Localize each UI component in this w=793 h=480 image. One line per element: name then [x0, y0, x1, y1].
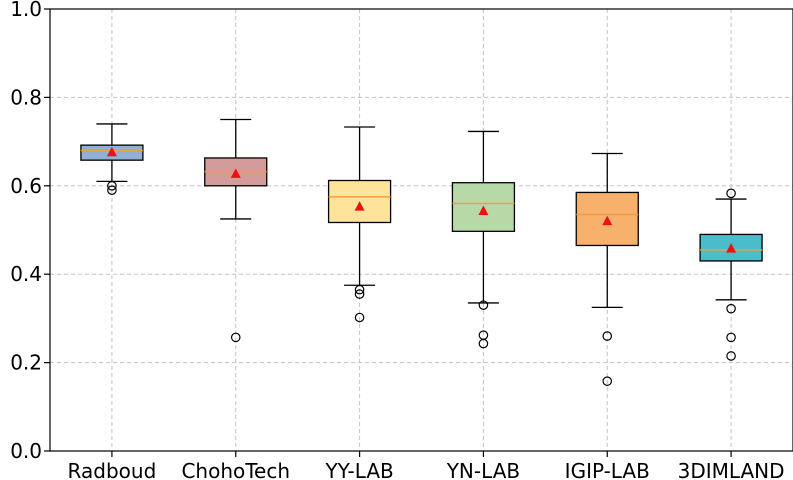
x-tick-label: IGIP-LAB — [565, 459, 650, 480]
y-tick-label: 0.2 — [10, 351, 42, 375]
plot-area-frame — [49, 8, 793, 452]
axis-ticks-layer: 0.0 0.2 0.4 0.6 0.8 1.0 Radboud ChohoTech YY-LAB… — [10, 0, 784, 480]
x-tick-label: YY-LAB — [324, 459, 393, 480]
box-chohotech — [204, 118, 268, 343]
mean-marker — [602, 215, 613, 226]
outlier-point — [726, 351, 736, 361]
outlier-point — [354, 284, 365, 295]
outlier-point — [478, 338, 489, 349]
outlier-point — [354, 289, 365, 299]
mean-marker — [230, 168, 241, 178]
mean-marker — [106, 146, 117, 157]
grid-lines — [50, 8, 793, 452]
x-tick-label: 3DIMLAND — [678, 459, 785, 480]
outlier-point — [107, 181, 117, 191]
outlier-point — [602, 331, 613, 341]
y-tick-label: 0.6 — [10, 174, 42, 198]
outlier-point — [107, 185, 117, 196]
outlier-point — [478, 300, 489, 310]
mean-marker — [726, 243, 737, 253]
outlier-point — [230, 332, 241, 343]
boxes-layer — [80, 118, 763, 386]
box-3dimland — [699, 188, 763, 361]
outlier-point — [726, 303, 736, 314]
outlier-point — [354, 312, 365, 323]
box-yn-lab — [451, 130, 516, 349]
box-igip-lab — [575, 152, 639, 386]
mean-marker — [354, 201, 365, 211]
x-tick-label: Radboud — [68, 459, 157, 480]
y-tick-label: 0.8 — [10, 85, 42, 109]
outlier-point — [602, 376, 613, 386]
x-tick-label: YN-LAB — [446, 459, 520, 480]
box-radboud — [80, 123, 144, 196]
mean-marker — [478, 205, 489, 215]
outlier-point — [726, 188, 736, 199]
y-tick-label: 0.0 — [10, 439, 42, 463]
x-tick-label: ChohoTech — [181, 459, 290, 480]
y-tick-label: 0.4 — [10, 262, 42, 286]
y-tick-label: 1.0 — [10, 0, 42, 21]
box-yy-lab — [327, 126, 392, 323]
outlier-point — [726, 332, 736, 343]
